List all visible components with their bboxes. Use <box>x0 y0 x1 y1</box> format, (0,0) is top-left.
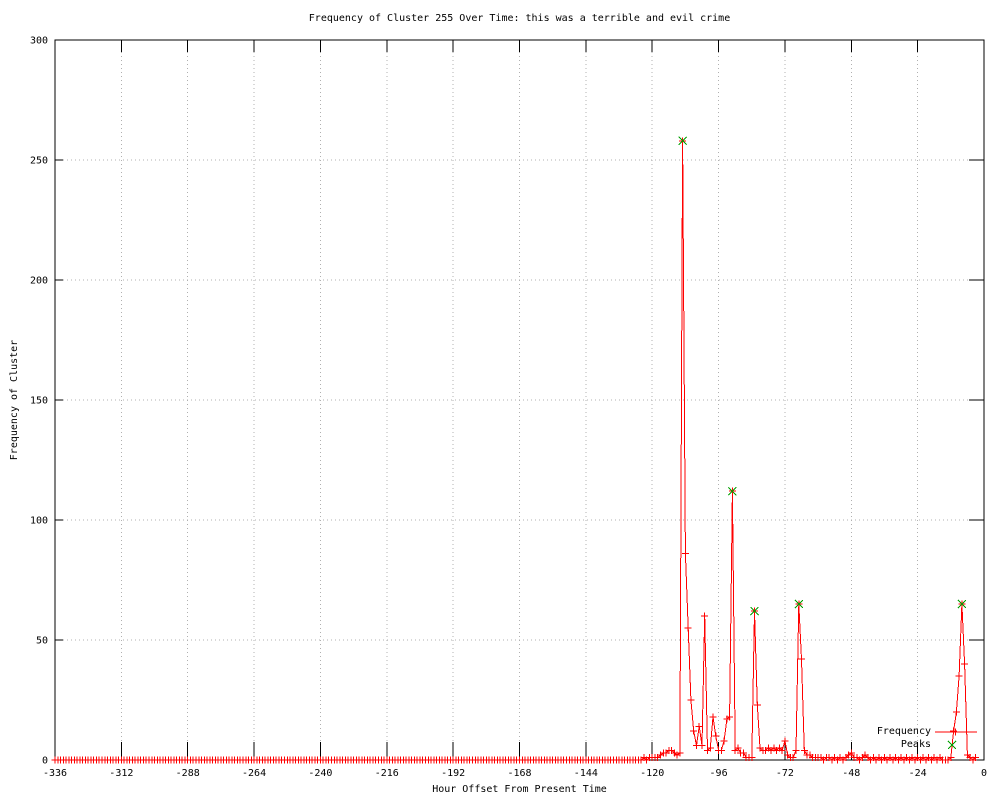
x-tick-label: -168 <box>507 768 531 779</box>
frequency-point-markers <box>51 137 980 764</box>
x-tick-label: -96 <box>710 768 728 779</box>
x-axis-title: Hour Offset From Present Time <box>432 784 607 795</box>
legend-label-frequency: Frequency <box>876 726 931 737</box>
x-tick-labels: -336 -312 -288 -264 -240 -216 -192 -168 -144 -120… <box>43 768 987 779</box>
legend-samples <box>935 728 977 750</box>
legend-label-peaks: Peaks <box>900 739 931 750</box>
chart-title: Frequency of Cluster 255 Over Time: this… <box>308 13 731 24</box>
series-peaks <box>678 136 967 616</box>
x-tick-label: -240 <box>308 768 332 779</box>
y-tick-label: 100 <box>30 516 48 527</box>
tick-marks <box>54 39 985 761</box>
y-tick-labels: 0 50 100 150 200 250 300 <box>30 36 48 767</box>
x-tick-label: -72 <box>776 768 794 779</box>
x-tick-label: -312 <box>109 768 133 779</box>
x-tick-label: -48 <box>842 768 860 779</box>
x-tick-label: -192 <box>441 768 465 779</box>
y-tick-label: 0 <box>42 756 48 767</box>
x-tick-label: 0 <box>981 768 987 779</box>
frequency-line <box>55 140 977 761</box>
x-tick-label: -264 <box>242 768 266 779</box>
y-tick-label: 300 <box>30 36 48 47</box>
series-frequency <box>51 137 980 764</box>
x-tick-label: -336 <box>43 768 67 779</box>
y-tick-label: 250 <box>30 156 48 167</box>
legend-frequency-sample <box>935 728 977 736</box>
legend-peaks-sample <box>947 740 957 750</box>
grid <box>54 39 985 761</box>
x-tick-label: -120 <box>640 768 664 779</box>
x-tick-label: -216 <box>375 768 399 779</box>
x-tick-label: -288 <box>176 768 200 779</box>
y-tick-label: 50 <box>36 636 48 647</box>
y-tick-label: 150 <box>30 396 48 407</box>
x-tick-label: -24 <box>909 768 927 779</box>
y-tick-label: 200 <box>30 276 48 287</box>
peak-markers <box>678 136 967 616</box>
x-tick-label: -144 <box>574 768 598 779</box>
